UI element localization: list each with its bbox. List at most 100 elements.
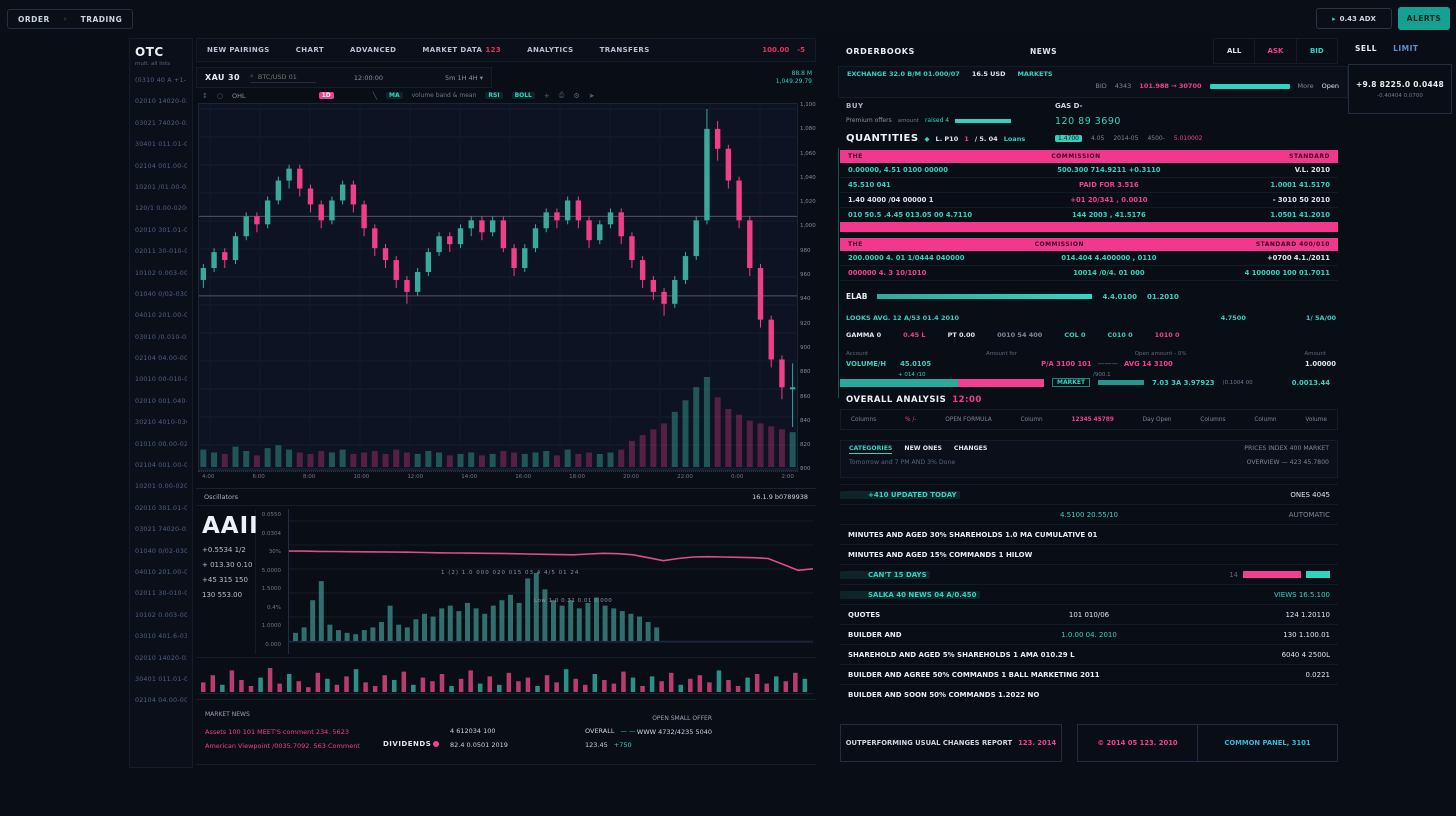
indicator-description[interactable]: volume band & mean [411,92,477,99]
watchlist-item[interactable]: 02010 001.040-000 [135,397,187,405]
news-row[interactable]: CAN'T 15 DAYS 14 [840,564,1338,584]
news-row[interactable]: 101 010/06 QUOTES 124 1.20110 [840,604,1338,624]
copyright-button[interactable]: © 2014 05 123. 2010 [1077,724,1197,762]
watchlist-item[interactable]: 120/1 0.00-0200 [135,205,187,213]
orderbook-row[interactable]: 010 50.5 .4.45 013.05 00 4.7110 144 2003 … [840,208,1338,223]
analysis-column-header[interactable]: OPEN FORMULA [945,416,992,423]
orderbook-row[interactable]: 45.510 041 PAID FOR 3.516 1.0001 41.5170 [840,178,1338,193]
watchlist-item[interactable]: 02104 04.00-0010 [135,697,187,705]
watchlist-item[interactable]: 01040 0/02-0300 [135,290,187,298]
news-row[interactable]: MINUTES AND AGED 30% SHAREHOLDS 1.0 MA C… [840,524,1338,544]
indicator-ma[interactable]: MA [386,92,403,99]
watchlist-item[interactable]: 02010 14020-0201 [135,654,187,662]
orderbook-row[interactable]: 000000 4. 3 10/1010 10014 /0/4. 01 000 4 1… [840,266,1338,281]
changes-label[interactable]: CHANGES [953,445,988,452]
watchlist-item[interactable]: 03021 74020-0203 [135,119,187,127]
analysis-column-header[interactable]: Columns [1200,416,1226,423]
camera-icon[interactable]: ⎙ [558,91,565,99]
order-button[interactable]: ORDER [18,14,50,24]
watchlist-item[interactable]: 30210 4010-0300 [135,419,187,427]
watchlist-item[interactable]: (0310 40 A +1-10) [135,77,187,84]
analysis-column-header[interactable]: 12345 45789 [1071,416,1114,423]
tab-all[interactable]: ALL [1226,47,1242,55]
watchlist-item[interactable]: 10201 /01.00-0203 [135,183,187,191]
search-input[interactable] [257,72,316,81]
orderbook-row[interactable]: 200.0000 4. 01 1/0444 040000 014.404 4.40… [840,251,1338,266]
more-link[interactable]: More [1297,82,1314,90]
watchlist-item[interactable]: 02104 001.00-0010 [135,462,187,470]
cursor-icon[interactable]: ➤ [588,91,595,100]
common-panel-button[interactable]: COMMON PANEL, 3101 [1197,724,1338,762]
indicator-rsi[interactable]: RSI [485,92,503,99]
watchlist-item[interactable]: 10102 0.003-0000 [135,611,187,619]
chart-tab-analytics[interactable]: ANALYTICS [527,46,574,54]
tab-ask[interactable]: ASK [1254,39,1295,63]
add-indicator-button[interactable]: + [543,91,550,100]
trading-button[interactable]: TRADING [80,14,123,24]
chart-tab-advanced[interactable]: ADVANCED [350,46,397,54]
offers-link[interactable]: raised 4 [924,117,950,124]
symbol-search[interactable]: ⌕ [249,72,316,83]
tab-sell[interactable]: SELL [1355,44,1378,53]
chart-tab-market-data[interactable]: MARKET DATA 123 [422,46,502,54]
orderbook-row[interactable]: 0.00000, 4.51 0100 00000 500.300 714.9211… [840,163,1338,178]
watchlist-item[interactable]: 02011 30-010-040 [135,590,187,598]
watchlist-item[interactable]: 02104 001.00-0010 [135,162,187,170]
ohl-label[interactable]: OHL [231,91,246,100]
watchlist-item[interactable]: 02104 04.00-0010 [135,355,187,363]
sell-quote-box[interactable]: +9.8 8225.0 0.0448 -0.40404 0.0700 [1348,64,1452,114]
changes-report-button[interactable]: OUTPERFORMING USUAL CHANGES REPORT 123. … [840,724,1062,762]
chart-tab-new-pairings[interactable]: NEW PAIRINGS [207,46,270,54]
market-chip[interactable]: MARKET [1052,378,1091,387]
watchlist-item[interactable]: 10102 0.003-0000 [135,269,187,277]
watchlist-item[interactable]: 03010 401.6-0310 [135,633,187,641]
tab-limit[interactable]: LIMIT [1393,44,1419,53]
news-row[interactable]: 1.0.00 04. 2010 BUILDER AND 130 1.100.01 [840,624,1338,644]
tab-bid[interactable]: BID [1295,39,1337,63]
open-link[interactable]: Open [1321,82,1339,90]
wallet-button[interactable]: ▸ 0.43 ADX [1316,8,1392,29]
watchlist-item[interactable]: 01040 0/02-0300 [135,547,187,555]
alerts-button[interactable]: ALERTS [1398,7,1450,30]
orderbook-row[interactable]: 1.40 4000 /04 00000 1 +01 20/341 , 0.0010… [840,193,1338,208]
timeframe-selector[interactable]: 5m 1H 4H ▾ [445,73,483,82]
analysis-column-header[interactable]: Column [1254,416,1277,423]
circle-marker-icon[interactable]: ○ [216,91,223,100]
watchlist-item[interactable]: 03021 74020-0203 [135,526,187,534]
analysis-column-header[interactable]: Volume [1305,416,1327,423]
watchlist-item[interactable]: 02010 14020-02010 [135,98,187,106]
interval-badge[interactable]: 1D [318,92,334,99]
chart-tab-chart[interactable]: CHART [295,46,325,54]
watchlist-item[interactable]: 10201 0.00-0200 [135,483,187,491]
analysis-column-header[interactable]: Day Open [1142,416,1172,423]
analysis-column-header[interactable]: Column [1020,416,1043,423]
watchlist-item[interactable]: 01010 00.00-0200 [135,440,187,448]
news-row[interactable]: BUILDER AND AGREE 50% COMMANDS 1 BALL MA… [840,664,1338,684]
chart-tab-transfers[interactable]: TRANSFERS [599,46,650,54]
watchlist-item[interactable]: 04010 201.00-0110 [135,568,187,576]
oscillator-chart[interactable] [288,509,814,654]
categories-link[interactable]: CATEGORIES [849,445,893,454]
alert-delta-badge[interactable]: -5 [797,46,805,54]
indicator-boll[interactable]: BOLL [511,92,535,99]
trendline-icon[interactable]: ╲ [372,91,377,100]
news-row[interactable]: 4.5100 20.55/10 AUTOMATIC [840,504,1338,524]
analysis-column-header[interactable]: % /- [905,416,917,423]
news-row[interactable]: +410 UPDATED TODAY ONES 4045 [840,484,1338,504]
news-row[interactable]: SALKA 40 NEWS 04 A/0.450 VIEWS 16.5.100 [840,584,1338,604]
settings-icon[interactable]: ⚙ [573,91,580,100]
news-row[interactable]: SHAREHOLD AND AGED 5% SHAREHOLDS 1 AMA 0… [840,644,1338,664]
watchlist-item[interactable]: 03010 /0.010-0200 [135,333,187,341]
news-row[interactable]: MINUTES AND AGED 15% COMMANDS 1 HILOW [840,544,1338,564]
watchlist-item[interactable]: 04010 201.00-0110 [135,312,187,320]
watchlist-item[interactable]: 02011 30-010-040 [135,248,187,256]
watchlist-item[interactable]: 10010 00-010-020 [135,376,187,384]
news-row[interactable]: BUILDER AND SOON 50% COMMANDS 1.2022 NO [840,684,1338,704]
crosshair-icon[interactable]: ↕ [202,91,208,100]
candlestick-chart[interactable] [198,103,798,471]
new-ones-label[interactable]: NEW ONES [904,445,942,452]
